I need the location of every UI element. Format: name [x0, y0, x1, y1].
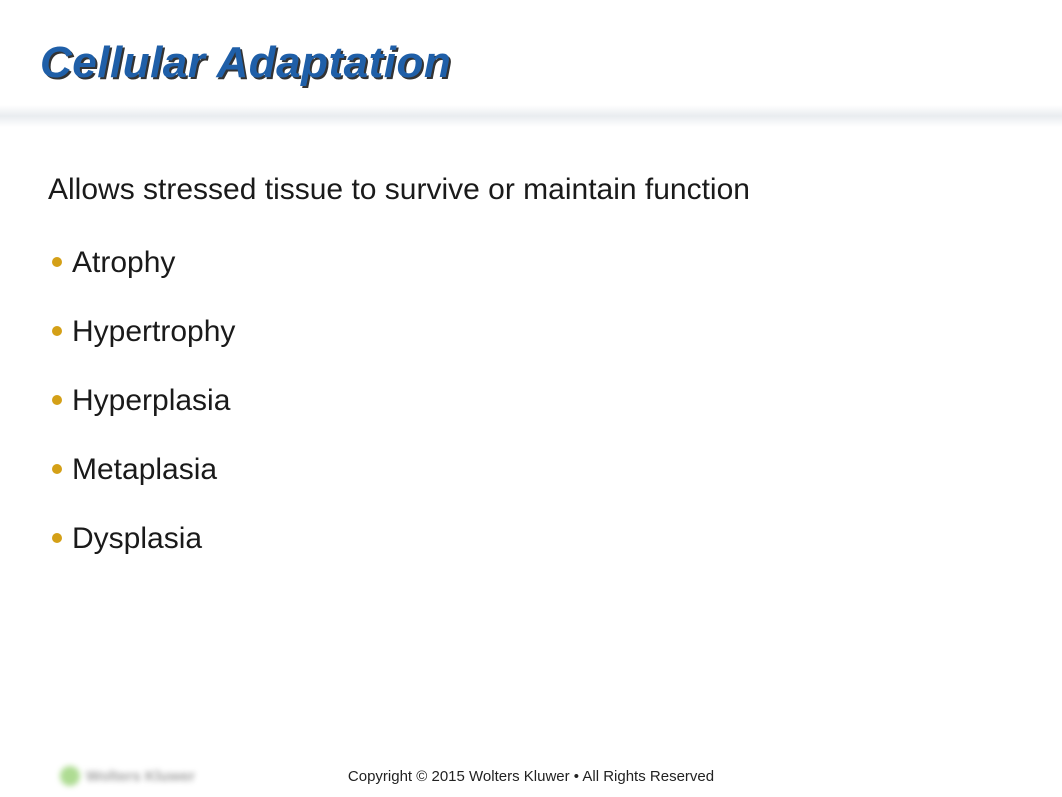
- list-item: Hyperplasia: [48, 381, 1014, 420]
- title-divider: [0, 105, 1062, 127]
- bullet-list: Atrophy Hypertrophy Hyperplasia Metaplas…: [48, 243, 1014, 558]
- list-item: Hypertrophy: [48, 312, 1014, 351]
- lead-text: Allows stressed tissue to survive or mai…: [48, 170, 1014, 211]
- slide-title: Cellular Adaptation: [40, 38, 451, 88]
- list-item: Atrophy: [48, 243, 1014, 282]
- content-area: Allows stressed tissue to survive or mai…: [48, 170, 1014, 588]
- list-item: Metaplasia: [48, 450, 1014, 489]
- slide: Cellular Adaptation Allows stressed tiss…: [0, 0, 1062, 797]
- copyright-footer: Copyright © 2015 Wolters Kluwer • All Ri…: [0, 768, 1062, 785]
- list-item: Dysplasia: [48, 519, 1014, 558]
